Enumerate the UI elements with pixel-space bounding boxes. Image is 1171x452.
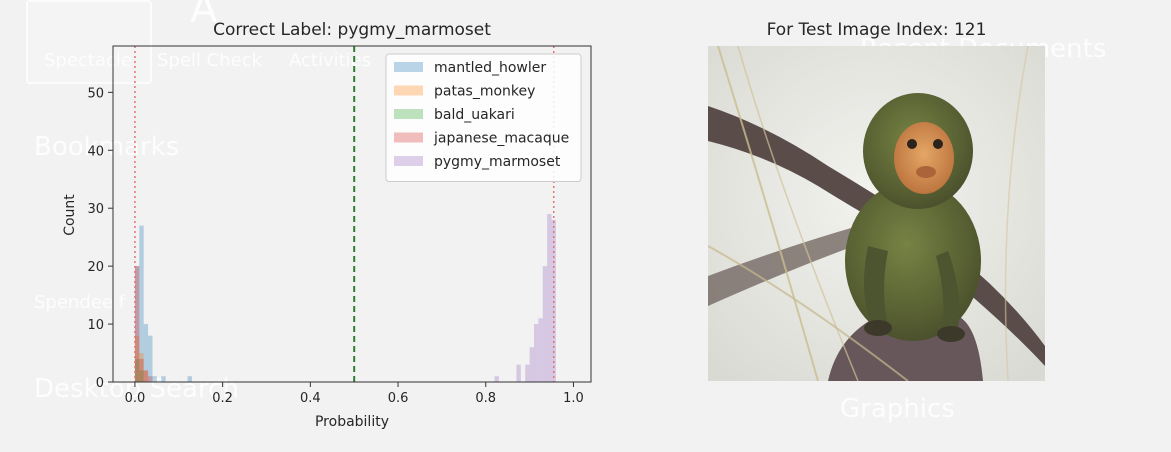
bar-japanese_macaque-0 xyxy=(134,266,140,382)
legend-label-patas_monkey: patas_monkey xyxy=(434,84,535,100)
histogram-chart: 0.0 0.2 0.4 0.6 0.8 1.0 0 10 20 30 40 50 Probabili… xyxy=(62,45,592,430)
bar-pygmy_marmoset-7 xyxy=(547,214,552,382)
y-tick-label-4: 40 xyxy=(87,144,104,159)
bar-pygmy_marmoset-6 xyxy=(542,266,548,382)
image-title: For Test Image Index: 121 xyxy=(766,20,987,40)
bar-pygmy_marmoset-1 xyxy=(516,364,521,382)
x-tick-label-0: 0.0 xyxy=(125,391,146,406)
legend-swatch-pygmy_marmoset xyxy=(394,156,423,166)
histogram-bars xyxy=(134,214,556,382)
ghost-label-desktop-search: Desktop Search xyxy=(34,374,239,404)
chart-title: Correct Label: pygmy_marmoset xyxy=(213,20,491,40)
y-tick-label-3: 30 xyxy=(87,202,104,217)
legend-swatch-japanese_macaque xyxy=(394,132,423,143)
x-tick-label-4: 0.8 xyxy=(475,391,496,406)
x-tick-label-5: 1.0 xyxy=(563,391,584,406)
y-tick-label-0: 0 xyxy=(96,376,104,391)
bar-mantled_howler-0 xyxy=(134,266,140,382)
bar-patas_monkey-2 xyxy=(143,370,149,382)
bar-pygmy_marmoset-3 xyxy=(529,347,534,382)
bar-bald_uakari-1 xyxy=(139,370,144,382)
legend-label-pygmy_marmoset: pygmy_marmoset xyxy=(434,154,561,170)
x-axis-label: Probability xyxy=(315,414,389,430)
y-tick-label-5: 50 xyxy=(87,86,104,101)
bar-mantled_howler-3 xyxy=(148,335,153,382)
legend: mantled_howler patas_monkey bald_uakarijap… xyxy=(385,53,582,182)
bar-japanese_macaque-2 xyxy=(143,370,149,382)
y-axis-label: Count xyxy=(62,194,78,236)
bar-patas_monkey-1 xyxy=(139,353,144,382)
legend-swatch-patas_monkey xyxy=(394,85,423,96)
legend-swatch-bald_uakari xyxy=(394,109,423,119)
bar-mantled_howler-4 xyxy=(152,376,157,382)
bar-pygmy_marmoset-2 xyxy=(525,364,530,382)
bar-mantled_howler-1 xyxy=(139,225,144,382)
x-tick-label-3: 0.6 xyxy=(388,391,409,406)
y-axis: 0 10 20 30 40 50 xyxy=(87,86,113,391)
legend-box xyxy=(385,53,582,182)
plot-frame xyxy=(112,45,592,383)
legend-swatch-mantled_howler xyxy=(394,62,423,72)
test-image xyxy=(708,46,1045,381)
bar-mantled_howler-5 xyxy=(161,376,166,382)
x-tick-label-2: 0.4 xyxy=(300,391,321,406)
y-tick-label-2: 20 xyxy=(87,260,104,275)
ghost-label-activities: Activities xyxy=(289,50,372,71)
legend-label-mantled_howler: mantled_howler xyxy=(434,60,546,76)
x-axis: 0.0 0.2 0.4 0.6 0.8 1.0 xyxy=(125,382,584,406)
y-tick-label-1: 10 xyxy=(87,318,104,333)
legend-label-bald_uakari: bald_uakari xyxy=(434,107,515,123)
ghost-label-bookmarks: Bookmarks xyxy=(34,132,180,162)
bar-pygmy_marmoset-4 xyxy=(533,324,539,382)
bar-japanese_macaque-3 xyxy=(148,376,153,382)
legend-label-japanese_macaque: japanese_macaque xyxy=(433,131,569,147)
bar-mantled_howler-2 xyxy=(143,324,149,382)
bar-pygmy_marmoset-0 xyxy=(494,376,499,382)
bar-bald_uakari-0 xyxy=(134,358,140,382)
ghost-label-spell-check: Spell Check xyxy=(157,50,263,71)
ghost-app-tile xyxy=(26,0,152,84)
ghost-letter-a: A xyxy=(190,0,218,32)
bar-pygmy_marmoset-5 xyxy=(538,318,543,382)
ghost-label-spendee: Spendee f xyxy=(34,292,125,313)
ghost-label-spectacle: Spectacle xyxy=(44,50,132,71)
bar-patas_monkey-0 xyxy=(134,335,140,382)
bar-pygmy_marmoset-8 xyxy=(551,219,556,382)
bar-japanese_macaque-1 xyxy=(139,358,144,382)
bar-mantled_howler-6 xyxy=(187,376,192,382)
x-tick-label-1: 0.2 xyxy=(212,391,233,406)
ghost-label-graphics: Graphics xyxy=(840,394,955,424)
